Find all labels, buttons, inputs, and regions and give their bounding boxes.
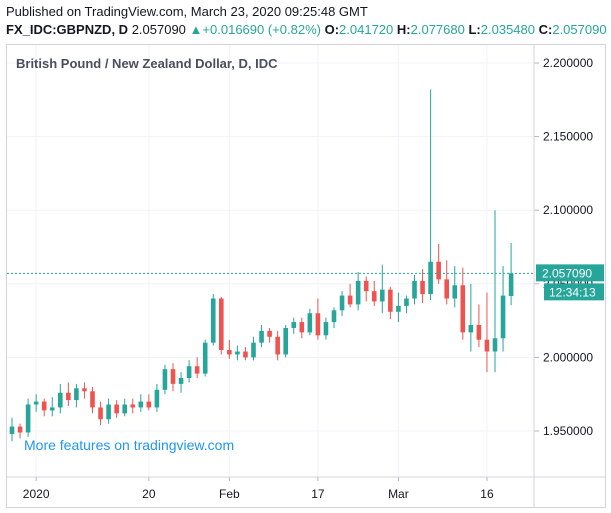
candle-body — [146, 401, 152, 408]
candle-body — [162, 369, 168, 390]
change-up-icon: ▲ — [189, 22, 203, 37]
candle-body — [210, 298, 216, 343]
high-label: H: — [396, 22, 411, 37]
candle-body — [363, 280, 369, 292]
candle-body — [130, 404, 136, 408]
candle-body — [500, 295, 506, 339]
x-tick-label: 20 — [142, 487, 156, 501]
x-tick-label: Mar — [388, 487, 409, 501]
x-tick-label: Feb — [219, 487, 240, 501]
candle-body — [371, 291, 377, 302]
candle-body — [468, 325, 474, 333]
candle-body — [315, 313, 321, 336]
candle-body — [98, 407, 103, 420]
open-label: O: — [324, 22, 340, 37]
candle-body — [154, 389, 160, 408]
candle-body — [484, 339, 490, 352]
candle-body — [138, 401, 144, 408]
last-price: 2.057090 — [131, 22, 186, 37]
candle-body — [428, 261, 433, 295]
candle-body — [114, 404, 119, 414]
candle-body — [259, 330, 264, 343]
candle-body — [347, 295, 353, 305]
candle-body — [41, 401, 47, 411]
quote-line: FX_IDC:GBPNZD, D 2.057090 ▲+0.016690 (+0… — [6, 22, 607, 37]
x-tick-label: 2020 — [23, 487, 50, 501]
candle-body — [291, 322, 297, 328]
candle-body — [388, 289, 393, 312]
candle-body — [25, 404, 31, 433]
low-label: L: — [468, 22, 481, 37]
candle-body — [82, 388, 87, 392]
candle-body — [275, 336, 280, 355]
candle-body — [380, 289, 385, 302]
change-value: +0.016690 (+0.82%) — [202, 22, 321, 37]
symbol-label: FX_IDC:GBPNZD, D — [6, 22, 129, 37]
candle-body — [355, 280, 361, 305]
y-tick-label: 2.200000 — [543, 56, 593, 70]
candle-body — [33, 401, 39, 405]
candle-body — [202, 342, 208, 374]
candle-body — [339, 295, 345, 311]
candle-body — [420, 280, 425, 295]
candle-body — [74, 388, 79, 401]
close-value: 2.057090 — [552, 22, 607, 37]
time-tag-box — [544, 283, 604, 301]
candle-body — [267, 330, 272, 337]
candle-body — [283, 327, 288, 355]
high-value: 2.077680 — [410, 22, 465, 37]
open-value: 2.041720 — [339, 22, 394, 37]
candle-body — [49, 407, 55, 411]
candle-body — [508, 273, 514, 296]
candle-body — [299, 322, 305, 333]
promo-link[interactable]: More features on tradingview.com — [24, 437, 235, 453]
published-line: Published on TradingView.com, March 23, … — [6, 4, 368, 19]
candle-body — [251, 342, 256, 358]
candle-body — [219, 298, 224, 351]
candle-body — [404, 298, 409, 306]
candle-body — [122, 404, 127, 414]
time-tag-label: 12:34:13 — [549, 285, 596, 299]
candle-body — [66, 392, 71, 401]
candle-body — [444, 279, 449, 299]
candle-body — [331, 310, 337, 323]
candle-body — [17, 426, 23, 433]
price-tag-label: 2.057090 — [542, 266, 592, 280]
candle-body — [235, 351, 240, 355]
chart-title: British Pound / New Zealand Dollar, D, I… — [16, 56, 278, 71]
candle-body — [106, 404, 111, 420]
candle-body — [186, 366, 192, 379]
candle-body — [396, 305, 401, 312]
candle-body — [452, 285, 458, 299]
y-tick-label: 2.150000 — [543, 130, 593, 144]
candle-body — [307, 313, 313, 333]
candle-body — [476, 325, 482, 340]
candle-body — [412, 280, 417, 299]
x-tick-label: 17 — [311, 487, 325, 501]
candle-body — [178, 378, 184, 384]
x-tick-label: 16 — [480, 487, 494, 501]
candle-body — [492, 338, 498, 352]
y-tick-label: 1.950000 — [543, 424, 593, 438]
close-label: C: — [538, 22, 553, 37]
candle-body — [194, 366, 200, 374]
low-value: 2.035480 — [480, 22, 535, 37]
y-tick-label: 2.100000 — [543, 203, 593, 217]
candle-body — [460, 285, 466, 333]
candle-body — [9, 426, 15, 434]
candle-body — [170, 369, 176, 384]
candle-body — [227, 350, 232, 355]
candle-body — [90, 391, 95, 408]
y-tick-label: 2.000000 — [543, 350, 593, 364]
price-tag-box — [536, 264, 604, 282]
candle-body — [436, 261, 441, 280]
candle-body — [58, 392, 63, 408]
candle-body — [323, 322, 329, 336]
candle-body — [243, 351, 248, 358]
chart-frame[interactable] — [6, 44, 606, 508]
